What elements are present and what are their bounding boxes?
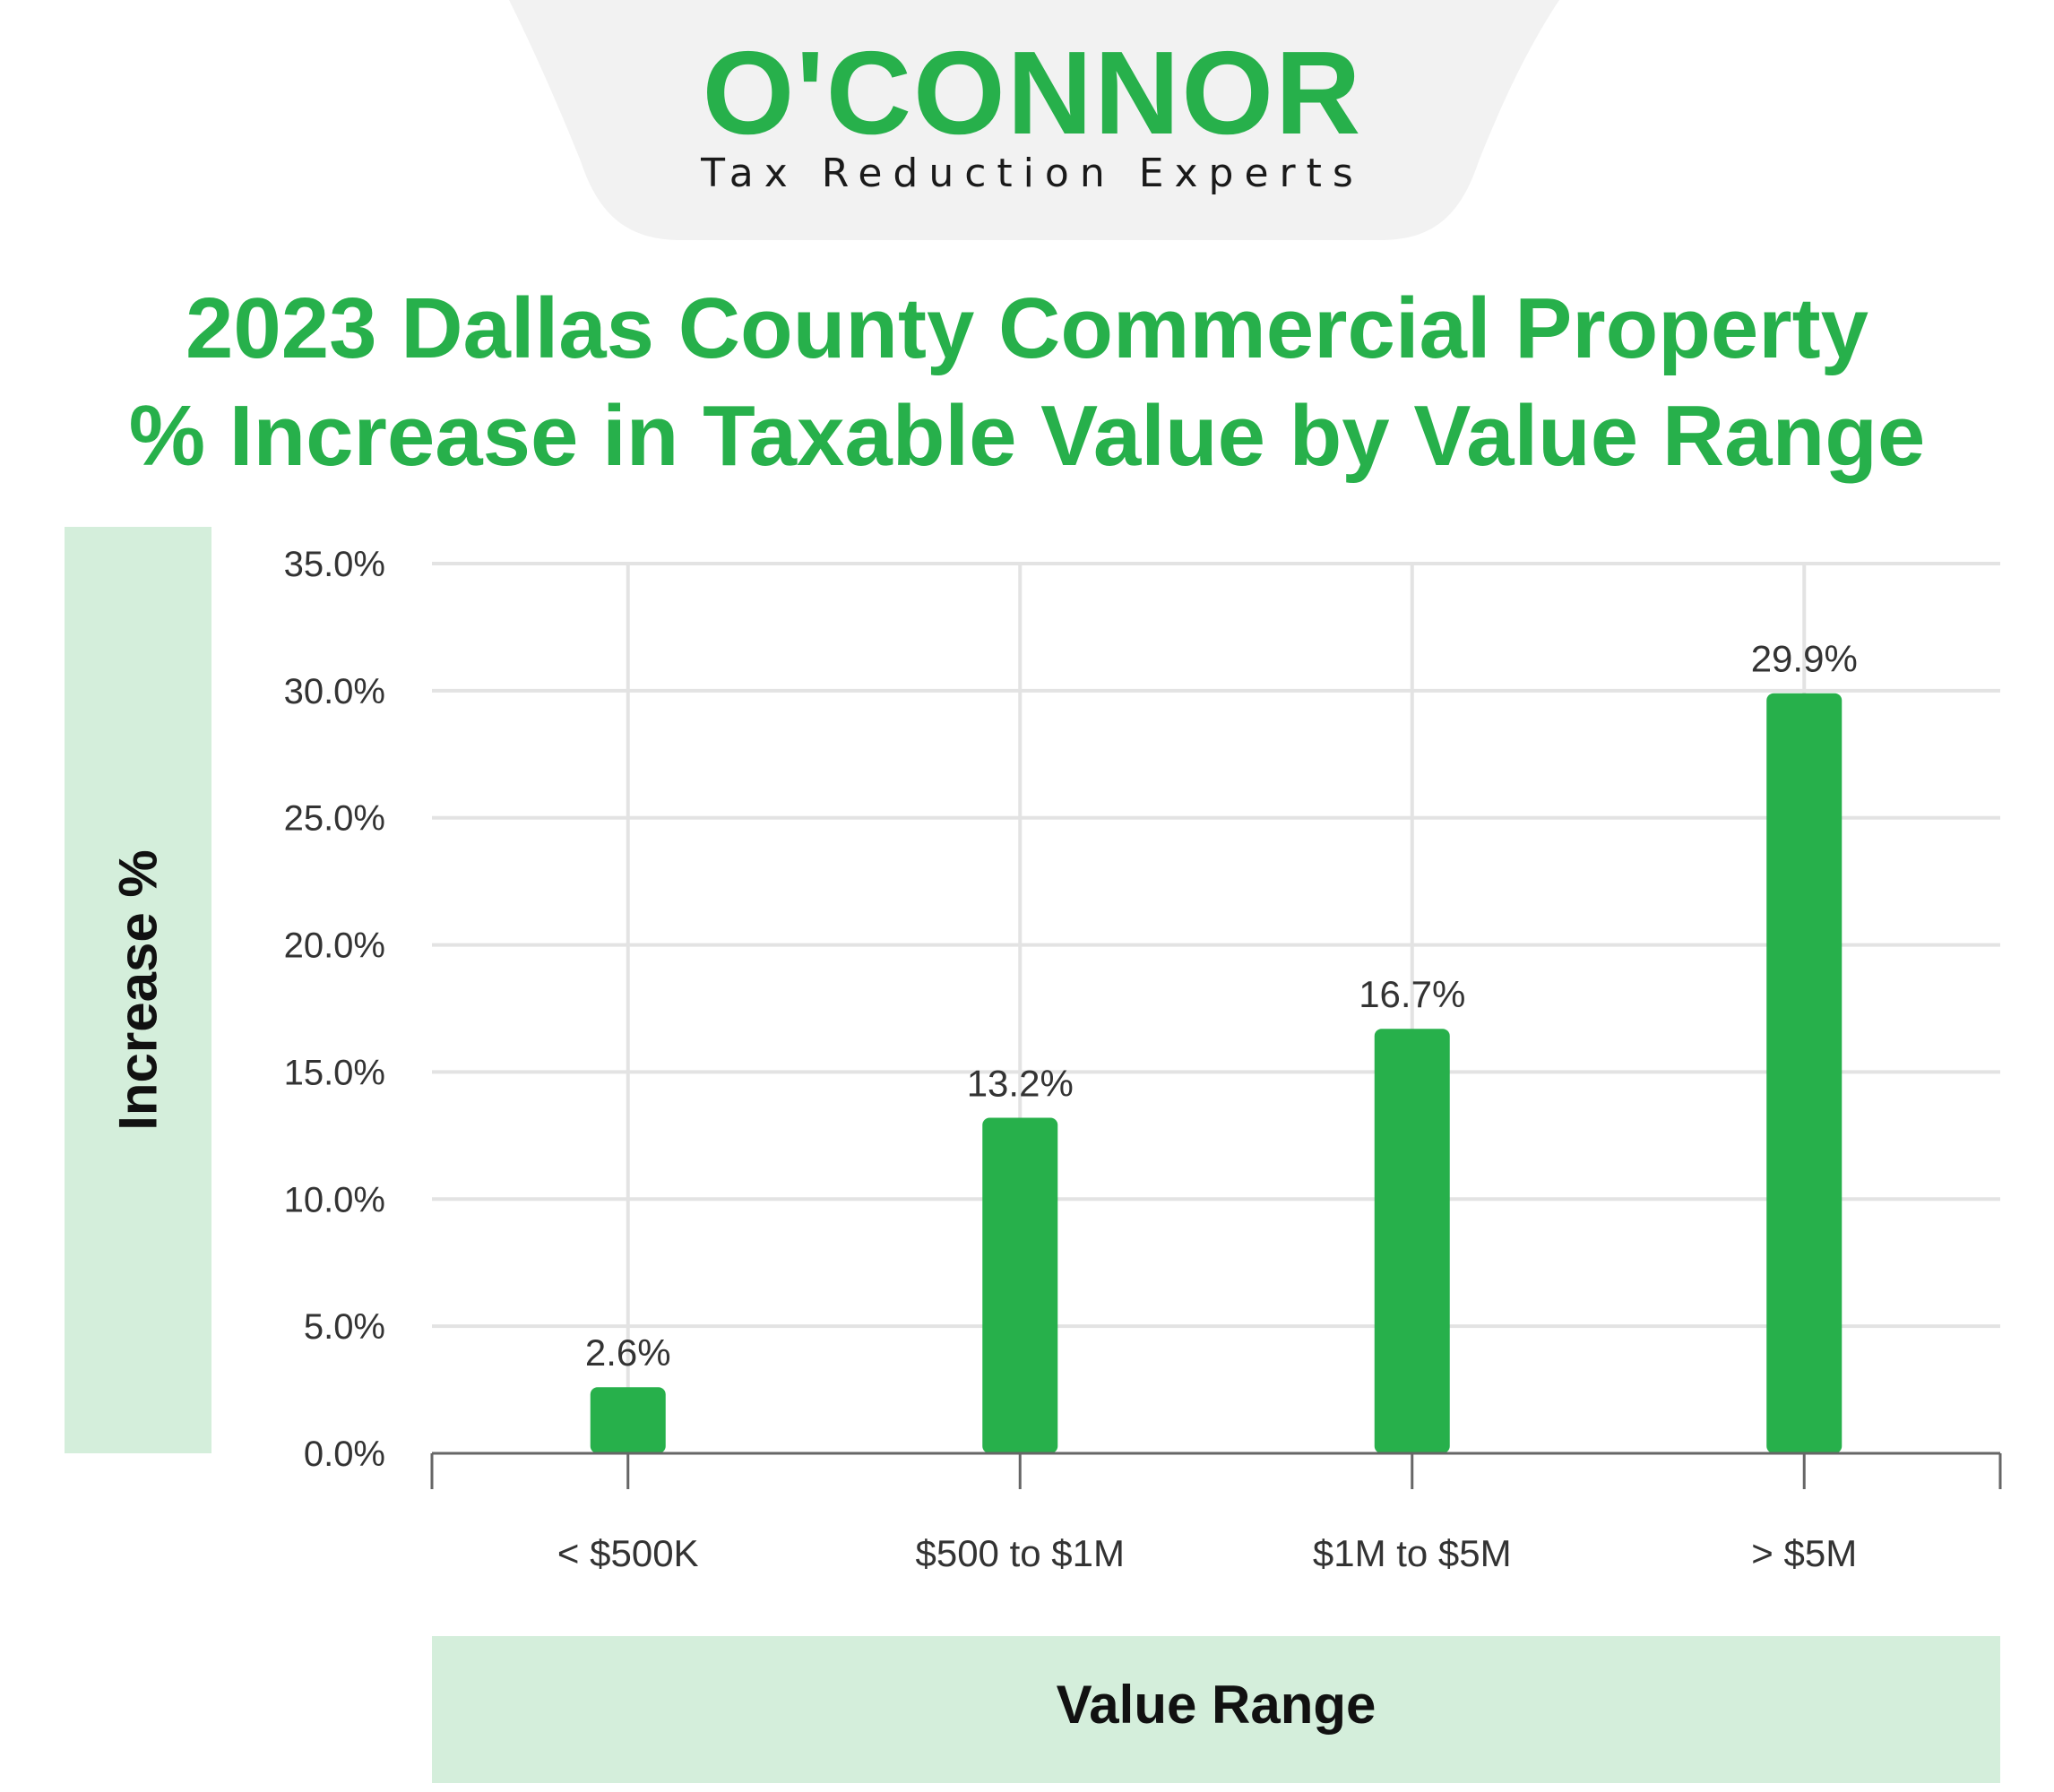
x-tick-label: > $5M xyxy=(1751,1532,1857,1574)
chart-title: 2023 Dallas County Commercial Property xyxy=(185,280,1869,376)
y-tick-label: 5.0% xyxy=(304,1307,385,1347)
y-tick-label: 35.0% xyxy=(284,545,385,584)
bar-2 xyxy=(982,1117,1058,1453)
x-axis-label-panel xyxy=(432,1636,2000,1783)
y-tick-label: 0.0% xyxy=(304,1434,385,1474)
x-axis-title: Value Range xyxy=(1056,1675,1377,1735)
bar-3 xyxy=(1374,1029,1450,1453)
y-tick-label: 25.0% xyxy=(284,799,385,839)
bar-value-label: 29.9% xyxy=(1751,638,1858,680)
chart-subtitle: % Increase in Taxable Value by Value Ran… xyxy=(128,388,1926,484)
y-tick-label: 15.0% xyxy=(284,1053,385,1092)
logo-wordmark: O'CONNOR xyxy=(702,27,1363,159)
bar-1 xyxy=(590,1387,666,1453)
bar-value-label: 13.2% xyxy=(967,1062,1074,1104)
x-tick-label: $1M to $5M xyxy=(1313,1532,1512,1574)
bar-4 xyxy=(1766,693,1843,1453)
y-tick-label: 20.0% xyxy=(284,926,385,966)
x-tick-label: < $500K xyxy=(557,1532,699,1574)
logo-tagline: Tax Reduction Experts xyxy=(701,151,1364,196)
bar-value-label: 16.7% xyxy=(1359,973,1465,1015)
y-tick-label: 10.0% xyxy=(284,1180,385,1219)
y-tick-label: 30.0% xyxy=(284,672,385,711)
bar-value-label: 2.6% xyxy=(585,1331,671,1374)
header-tab xyxy=(509,0,1559,240)
x-tick-label: $500 to $1M xyxy=(915,1532,1125,1574)
y-axis-label-panel xyxy=(65,527,211,1453)
